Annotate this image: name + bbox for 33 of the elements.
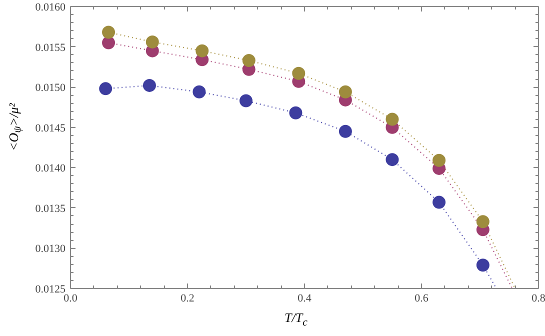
x-tick-label: 0.6 (414, 292, 429, 304)
point (196, 44, 209, 58)
point (289, 106, 302, 120)
y-tick-label: 0.0125 (35, 284, 66, 296)
point (99, 82, 112, 96)
point (240, 94, 252, 108)
point (102, 26, 116, 39)
x-tick-label: 0.4 (298, 292, 312, 304)
point (432, 154, 446, 167)
x-tick-label: 0.8 (532, 292, 545, 304)
point (338, 124, 352, 138)
x-tick-label: 0.0 (64, 292, 78, 304)
y-tick-label: 0.0145 (35, 122, 66, 134)
point (142, 78, 156, 92)
y-tick-label: 0.0150 (35, 82, 66, 94)
point (146, 35, 159, 48)
y-tick-label: 0.0155 (35, 42, 66, 54)
y-tick-label: 0.0160 (35, 2, 66, 14)
point (192, 85, 206, 98)
y-tick-label: 0.0130 (35, 243, 66, 256)
point (476, 215, 490, 228)
point (292, 66, 306, 80)
point (476, 258, 490, 272)
point (386, 153, 399, 166)
point (432, 196, 446, 209)
point (242, 54, 256, 67)
y-tick-label: 0.0135 (35, 202, 66, 215)
x-tick-label: 0.2 (180, 292, 194, 304)
point (338, 85, 352, 98)
point (386, 112, 399, 126)
point (102, 36, 116, 50)
y-tick-label: 0.0140 (35, 162, 66, 175)
x-axis-title: T/T$_{c}$ (284, 309, 308, 331)
